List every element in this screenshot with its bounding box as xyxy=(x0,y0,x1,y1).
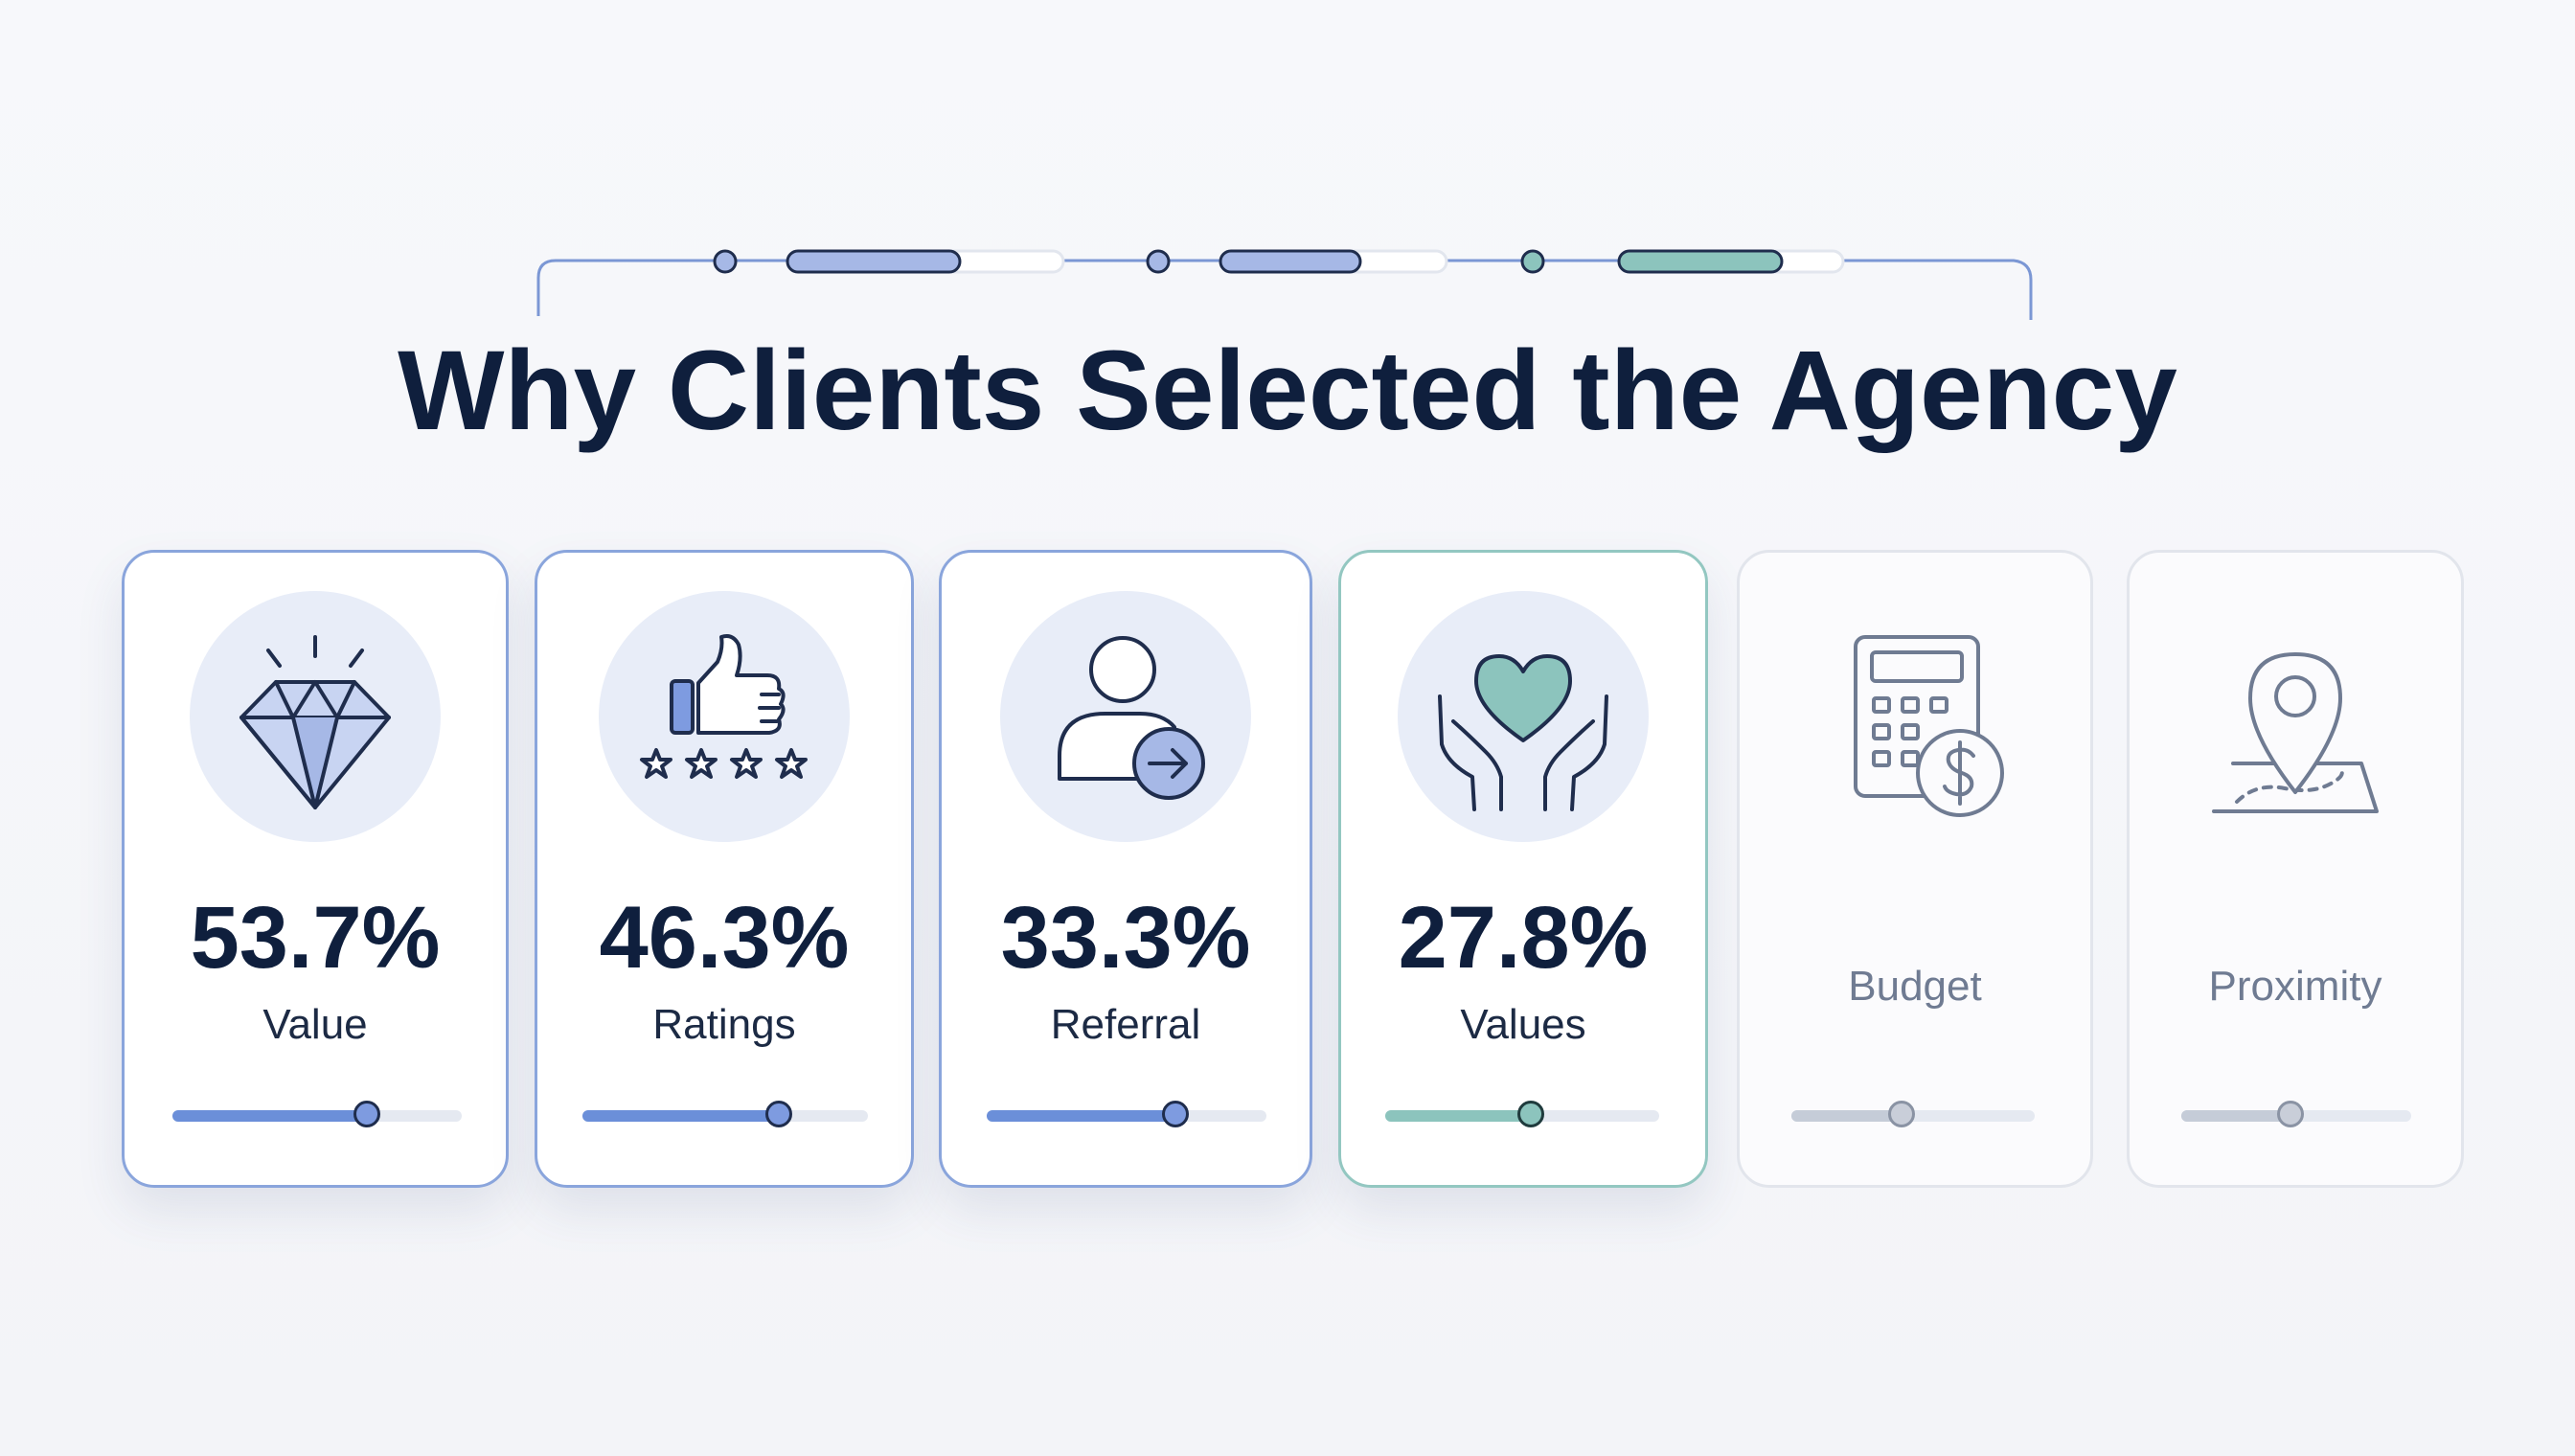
card-values: 27.8% Values xyxy=(1338,550,1708,1188)
ratings-slider-handle[interactable] xyxy=(765,1101,792,1127)
value-slider-track xyxy=(172,1101,462,1127)
ratings-slider-fill xyxy=(582,1110,779,1122)
value-slider-fill xyxy=(172,1110,367,1122)
referral-slider-handle[interactable] xyxy=(1162,1101,1189,1127)
value-percentage: 53.7% xyxy=(190,889,441,987)
values-slider-track xyxy=(1385,1101,1659,1127)
value-slider-handle[interactable] xyxy=(353,1101,380,1127)
proximity-label: Proximity xyxy=(2208,963,2382,1010)
referral-label: Referral xyxy=(1050,1001,1201,1048)
card-proximity: Proximity xyxy=(2127,550,2464,1188)
values-label: Values xyxy=(1460,1001,1586,1048)
card-value: 53.7% Value xyxy=(122,550,509,1188)
proximity-slider-handle[interactable] xyxy=(2277,1101,2304,1127)
thumbs-up-stars-icon xyxy=(599,591,850,842)
budget-slider-track xyxy=(1791,1101,2035,1127)
value-label: Value xyxy=(262,1001,368,1048)
budget-slider-handle[interactable] xyxy=(1888,1101,1915,1127)
heart-hands-icon xyxy=(1398,591,1649,842)
values-slider-handle[interactable] xyxy=(1517,1101,1544,1127)
referral-percentage: 33.3% xyxy=(1000,889,1251,987)
card-budget: Budget xyxy=(1737,550,2093,1188)
ratings-label: Ratings xyxy=(652,1001,796,1048)
proximity-slider-fill xyxy=(2181,1110,2290,1122)
card-referral: 33.3% Referral xyxy=(939,550,1312,1188)
proximity-slider-track xyxy=(2181,1101,2411,1127)
card-ratings: 46.3% Ratings xyxy=(535,550,914,1188)
header-decoration xyxy=(536,249,2033,320)
calculator-dollar-icon xyxy=(1789,591,2040,842)
budget-label: Budget xyxy=(1848,963,1982,1010)
ratings-percentage: 46.3% xyxy=(599,889,850,987)
referral-slider-fill xyxy=(987,1110,1175,1122)
diamond-icon xyxy=(190,591,441,842)
person-arrow-icon xyxy=(1000,591,1251,842)
values-slider-fill xyxy=(1385,1110,1531,1122)
budget-slider-fill xyxy=(1791,1110,1902,1122)
page-title: Why Clients Selected the Agency xyxy=(398,328,2177,454)
map-pin-icon xyxy=(2170,591,2421,842)
values-percentage: 27.8% xyxy=(1398,889,1649,987)
ratings-slider-track xyxy=(582,1101,868,1127)
referral-slider-track xyxy=(987,1101,1266,1127)
